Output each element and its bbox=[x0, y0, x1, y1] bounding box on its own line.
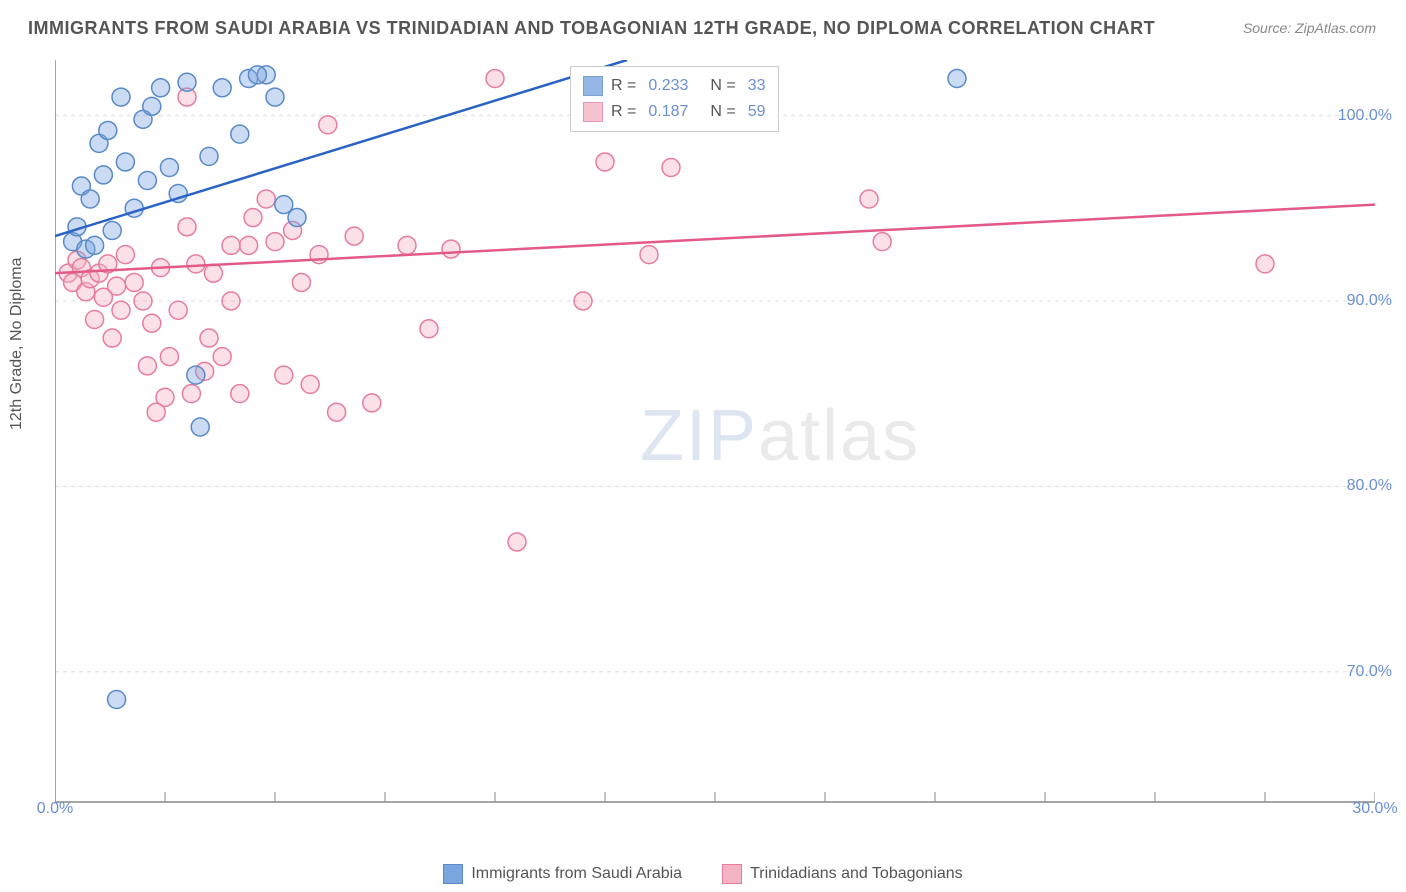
swatch-icon bbox=[443, 864, 463, 884]
legend-label: Trinidadians and Tobagonians bbox=[750, 865, 963, 883]
series-legend: Immigrants from Saudi Arabia Trinidadian… bbox=[0, 864, 1406, 884]
swatch-icon bbox=[583, 102, 603, 122]
n-value: 33 bbox=[748, 77, 766, 95]
swatch-icon bbox=[583, 76, 603, 96]
y-tick-label: 70.0% bbox=[1347, 663, 1392, 681]
legend-item-series2: Trinidadians and Tobagonians bbox=[722, 864, 963, 884]
legend-item-series1: Immigrants from Saudi Arabia bbox=[443, 864, 682, 884]
n-label: N = bbox=[710, 77, 735, 95]
y-tick-label: 90.0% bbox=[1347, 292, 1392, 310]
source-attribution: Source: ZipAtlas.com bbox=[1243, 20, 1376, 36]
y-axis-label: 12th Grade, No Diploma bbox=[8, 257, 26, 430]
r-label: R = bbox=[611, 77, 636, 95]
n-label: N = bbox=[710, 103, 735, 121]
chart-title: IMMIGRANTS FROM SAUDI ARABIA VS TRINIDAD… bbox=[28, 18, 1155, 39]
r-value: 0.233 bbox=[648, 77, 688, 95]
x-tick-label: 0.0% bbox=[37, 800, 73, 818]
x-tick-label: 30.0% bbox=[1352, 800, 1397, 818]
y-tick-label: 80.0% bbox=[1347, 477, 1392, 495]
correlation-legend: R = 0.233 N = 33 R = 0.187 N = 59 bbox=[570, 66, 779, 132]
r-label: R = bbox=[611, 103, 636, 121]
legend-row: R = 0.187 N = 59 bbox=[583, 99, 766, 125]
swatch-icon bbox=[722, 864, 742, 884]
n-value: 59 bbox=[748, 103, 766, 121]
legend-row: R = 0.233 N = 33 bbox=[583, 73, 766, 99]
legend-label: Immigrants from Saudi Arabia bbox=[471, 865, 682, 883]
r-value: 0.187 bbox=[648, 103, 688, 121]
scatter-plot bbox=[55, 60, 1375, 820]
y-tick-label: 100.0% bbox=[1338, 107, 1392, 125]
